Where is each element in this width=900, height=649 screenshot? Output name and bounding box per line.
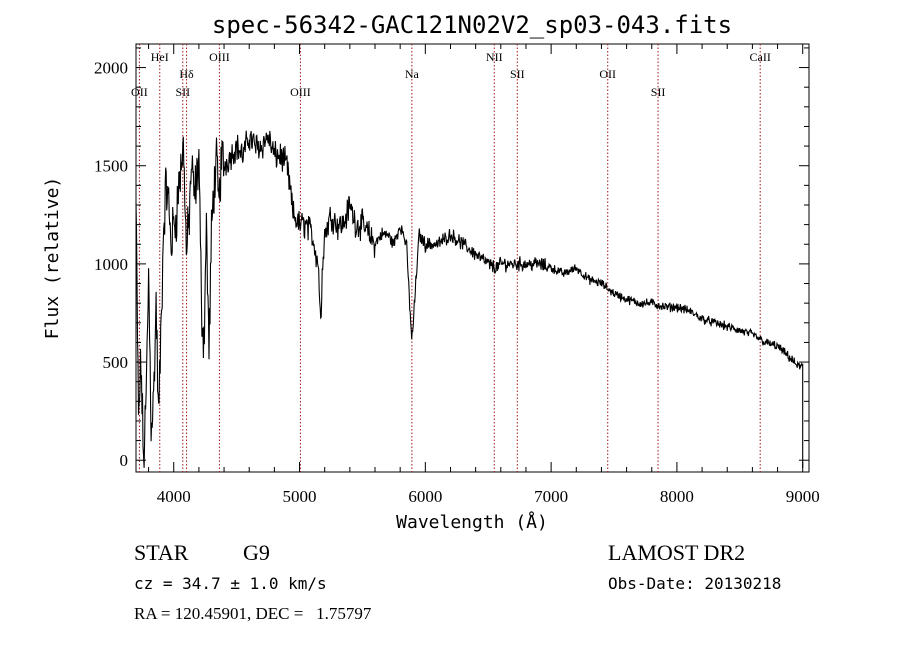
- chart-title: spec-56342-GAC121N02V2_sp03-043.fits: [212, 11, 732, 39]
- object-class: STAR: [134, 540, 189, 565]
- object-subclass: G9: [243, 540, 270, 565]
- x-tick-label: 7000: [534, 487, 568, 506]
- y-tick-label: 0: [120, 451, 129, 470]
- x-tick-label: 8000: [660, 487, 694, 506]
- x-tick-label: 9000: [786, 487, 820, 506]
- x-tick-label: 4000: [157, 487, 191, 506]
- spectral-line-label: NII: [486, 50, 503, 64]
- y-tick-label: 2000: [94, 59, 128, 78]
- spectral-line-label: OII: [599, 67, 616, 81]
- spectral-line-label: CaII: [750, 50, 771, 64]
- spectral-line-label: SII: [510, 67, 525, 81]
- y-axis-ticks: 0 500 1000 1500 2000: [94, 47, 809, 470]
- spectrum-line: [135, 130, 804, 469]
- x-axis-label: Wavelength (Å): [396, 511, 548, 533]
- spectral-line-label: Na: [405, 67, 420, 81]
- x-tick-label: 5000: [283, 487, 317, 506]
- y-axis-label: Flux (relative): [42, 177, 63, 340]
- spectral-line-label: SII: [175, 85, 190, 99]
- y-tick-label: 1000: [94, 255, 128, 274]
- x-axis-ticks: 4000 5000 6000 7000 8000 9000: [148, 44, 820, 506]
- spectral-lines: [138, 44, 761, 472]
- spectrum-series: [135, 130, 804, 469]
- spectral-line-label: HeI: [151, 50, 169, 64]
- spectral-line-label: SII: [651, 85, 666, 99]
- spectral-line-label: OII: [131, 85, 148, 99]
- spectrum-plot: spec-56342-GAC121N02V2_sp03-043.fits OII…: [42, 11, 820, 533]
- y-tick-label: 1500: [94, 157, 128, 176]
- spectral-line-label: OIII: [290, 85, 311, 99]
- obs-date: Obs-Date: 20130218: [608, 574, 782, 593]
- plot-frame: [135, 43, 810, 473]
- spectral-line-label: OIII: [209, 50, 230, 64]
- spectral-line-labels: OII HeI SII Hδ OIII OIII Na NII SII OII SII CaII: [131, 50, 771, 99]
- survey-name: LAMOST DR2: [608, 540, 746, 565]
- y-tick-label: 500: [103, 353, 129, 372]
- spectral-line-label: Hδ: [179, 67, 194, 81]
- redshift-readout: cz = 34.7 ± 1.0 km/s: [134, 574, 327, 593]
- coordinates: RA = 120.45901, DEC = 1.75797: [134, 604, 372, 623]
- x-tick-label: 6000: [408, 487, 442, 506]
